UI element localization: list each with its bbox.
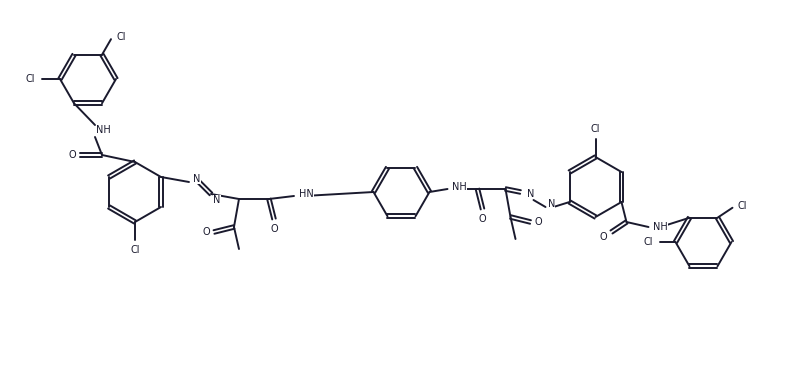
- Text: O: O: [534, 217, 541, 227]
- Text: Cl: Cl: [737, 201, 747, 211]
- Text: Cl: Cl: [643, 237, 652, 247]
- Text: N: N: [193, 174, 200, 184]
- Text: O: O: [269, 224, 277, 234]
- Text: Cl: Cl: [116, 32, 126, 42]
- Text: N: N: [547, 199, 554, 209]
- Text: O: O: [478, 214, 486, 224]
- Text: O: O: [202, 227, 209, 237]
- Text: Cl: Cl: [590, 124, 600, 134]
- Text: O: O: [599, 232, 606, 242]
- Text: NH: NH: [96, 125, 111, 135]
- Text: NH: NH: [653, 222, 667, 232]
- Text: Cl: Cl: [25, 74, 34, 84]
- Text: NH: NH: [452, 182, 467, 192]
- Text: O: O: [68, 150, 75, 160]
- Text: Cl: Cl: [130, 245, 140, 255]
- Text: N: N: [526, 189, 533, 199]
- Text: HN: HN: [298, 189, 314, 199]
- Text: N: N: [213, 195, 221, 205]
